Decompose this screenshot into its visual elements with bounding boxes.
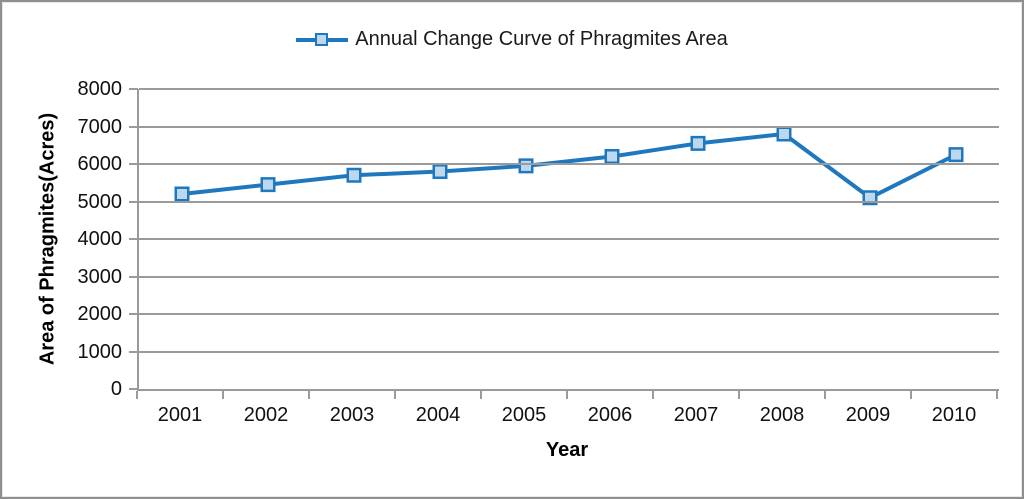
legend-square-marker-icon [315, 33, 329, 46]
y-tick-label: 3000 [77, 265, 123, 288]
gridline [139, 350, 999, 353]
gridline [139, 200, 999, 203]
y-tick-label: 4000 [77, 228, 123, 250]
y-tick-mark [129, 200, 138, 203]
gridline [139, 275, 999, 278]
x-tick-label: 2003 [329, 404, 375, 426]
x-tick-label: 2010 [931, 404, 977, 426]
y-tick-label: 5000 [77, 190, 123, 213]
legend-label: Annual Change Curve of Phragmites Area [355, 28, 728, 50]
y-tick-mark [129, 88, 138, 90]
x-tick-mark [652, 391, 654, 399]
y-tick-label: 1000 [77, 340, 123, 363]
y-tick-mark [129, 238, 138, 240]
x-tick-mark [996, 391, 998, 399]
y-tick-mark [129, 275, 138, 278]
x-tick-label: 2007 [673, 404, 719, 426]
x-tick-label: 2006 [587, 404, 633, 426]
y-tick-mark [129, 163, 138, 165]
y-tick-label: 8000 [77, 78, 123, 100]
gridline [139, 238, 999, 240]
y-tick-label: 0 [110, 378, 122, 400]
data-point-marker [346, 167, 362, 183]
x-axis-title: Year [545, 439, 589, 461]
x-tick-label: 2005 [501, 404, 547, 426]
x-tick-mark [480, 391, 482, 399]
data-point-marker [776, 126, 792, 142]
data-point-marker [260, 177, 276, 193]
x-tick-mark [738, 391, 740, 399]
gridline [139, 313, 999, 315]
y-tick-label: 6000 [77, 153, 123, 175]
x-tick-label: 2009 [845, 404, 891, 426]
x-tick-mark [308, 391, 310, 399]
x-tick-label: 2004 [415, 404, 461, 426]
y-tick-label: 2000 [77, 303, 123, 325]
legend-line-marker-icon [296, 33, 349, 46]
series-line [181, 131, 957, 201]
legend: Annual Change Curve of Phragmites Area [2, 28, 1022, 51]
y-tick-mark [129, 125, 138, 128]
x-tick-mark [566, 391, 568, 399]
x-tick-label: 2008 [759, 404, 805, 426]
x-tick-mark [222, 391, 224, 399]
x-tick-mark [824, 391, 826, 399]
x-tick-label: 2001 [157, 404, 203, 426]
data-point-marker [604, 149, 620, 164]
data-point-marker [174, 186, 190, 202]
data-point-marker [690, 135, 706, 151]
x-tick-mark [136, 391, 138, 399]
y-tick-mark [129, 388, 138, 390]
data-point-marker [432, 164, 448, 179]
y-tick-mark [129, 350, 138, 353]
gridline [139, 125, 999, 128]
y-tick-label: 7000 [77, 115, 123, 138]
x-tick-mark [394, 391, 396, 399]
x-tick-mark [910, 391, 912, 399]
line-series-layer [174, 126, 964, 206]
data-point-marker [518, 158, 534, 174]
data-point-marker [948, 147, 964, 163]
gridline [139, 88, 999, 90]
plot-area [137, 88, 999, 391]
y-tick-mark [129, 313, 138, 315]
gridline [139, 163, 999, 165]
x-tick-label: 2002 [243, 404, 289, 426]
